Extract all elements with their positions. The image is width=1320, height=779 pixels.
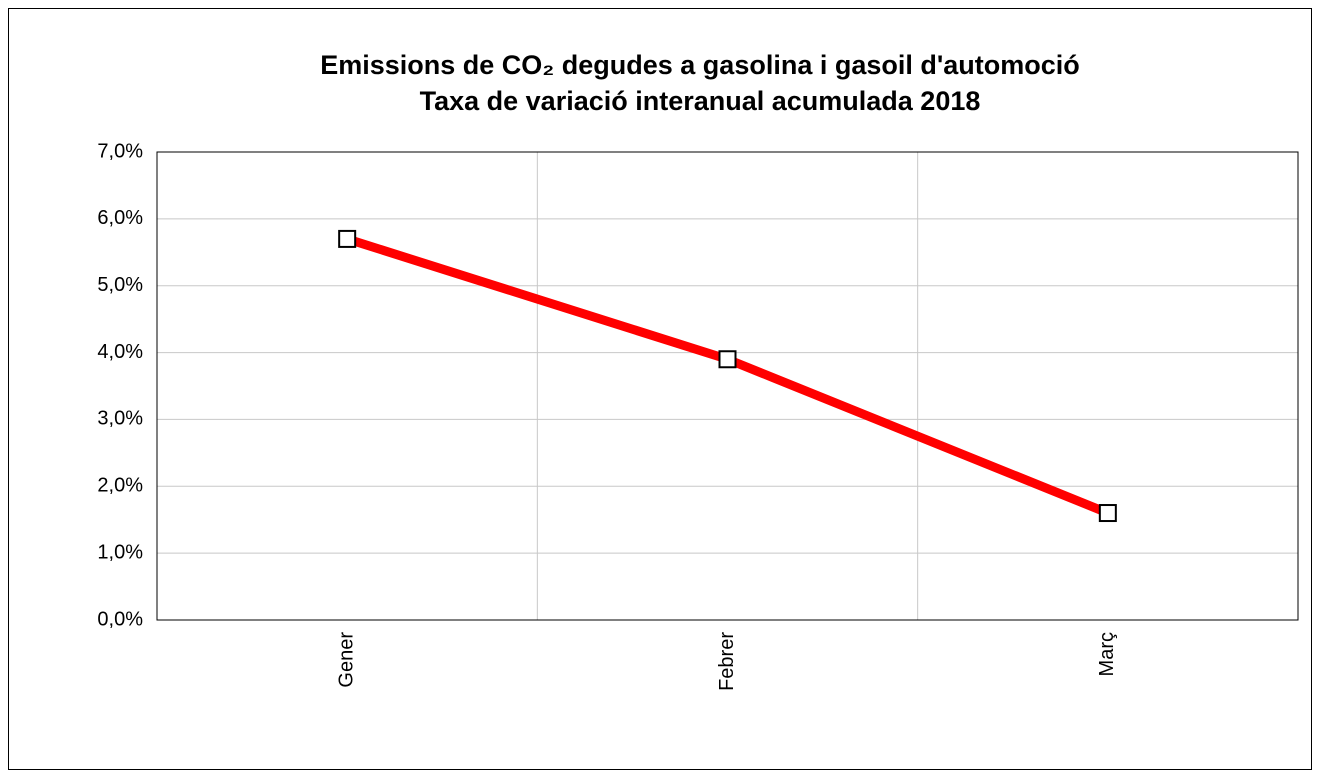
y-tick-label: 4,0% [97, 341, 143, 363]
x-tick-label: Març [1096, 632, 1118, 676]
y-tick-label: 0,0% [97, 608, 143, 630]
y-tick-label: 6,0% [97, 207, 143, 229]
marker [338, 229, 357, 248]
chart-subtitle: Taxa de variació interanual acumulada 20… [420, 86, 981, 116]
x-tick-label: Febrer [716, 632, 738, 691]
chart-frame [8, 8, 1312, 770]
marker [718, 350, 737, 369]
marker [1098, 504, 1117, 523]
chart-title: Emissions de CO₂ degudes a gasolina i ga… [320, 50, 1080, 80]
y-tick-label: 1,0% [97, 541, 143, 563]
y-tick-label: 3,0% [97, 408, 143, 430]
y-tick-label: 7,0% [97, 140, 143, 162]
y-tick-label: 5,0% [97, 274, 143, 296]
plot-area [156, 151, 1299, 621]
y-tick-label: 2,0% [97, 475, 143, 497]
x-tick-label: Gener [335, 632, 357, 688]
